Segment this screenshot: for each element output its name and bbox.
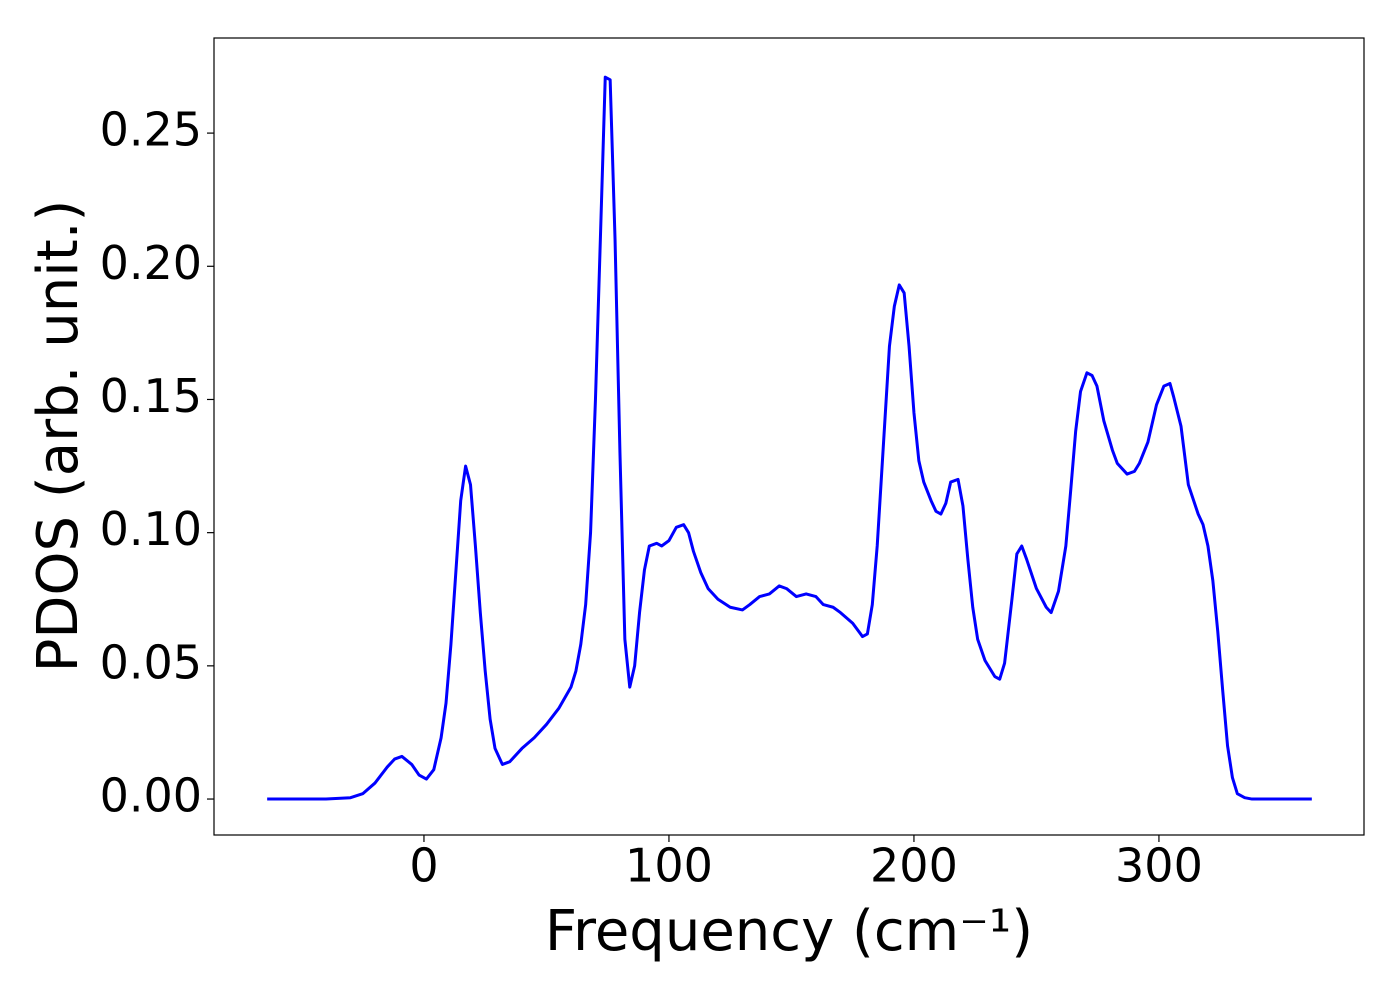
y-tick-label: 0.15: [100, 369, 202, 423]
y-axis-label: PDOS (arb. unit.): [26, 200, 91, 673]
data-line: [267, 75, 1312, 801]
y-tick-label: 0.05: [100, 635, 202, 689]
x-tick-label: 0: [409, 839, 438, 893]
x-axis-label: Frequency (cm⁻¹): [545, 899, 1033, 964]
plot-frame: [213, 37, 1365, 836]
y-tick-label: 0.25: [100, 103, 202, 157]
x-tick-label: 200: [870, 839, 958, 893]
y-tick-label: 0.20: [100, 236, 202, 290]
x-tick-label: 300: [1115, 839, 1203, 893]
y-tick-label: 0.00: [100, 769, 202, 823]
x-tick-label: 100: [625, 839, 713, 893]
y-tick-label: 0.10: [100, 502, 202, 556]
